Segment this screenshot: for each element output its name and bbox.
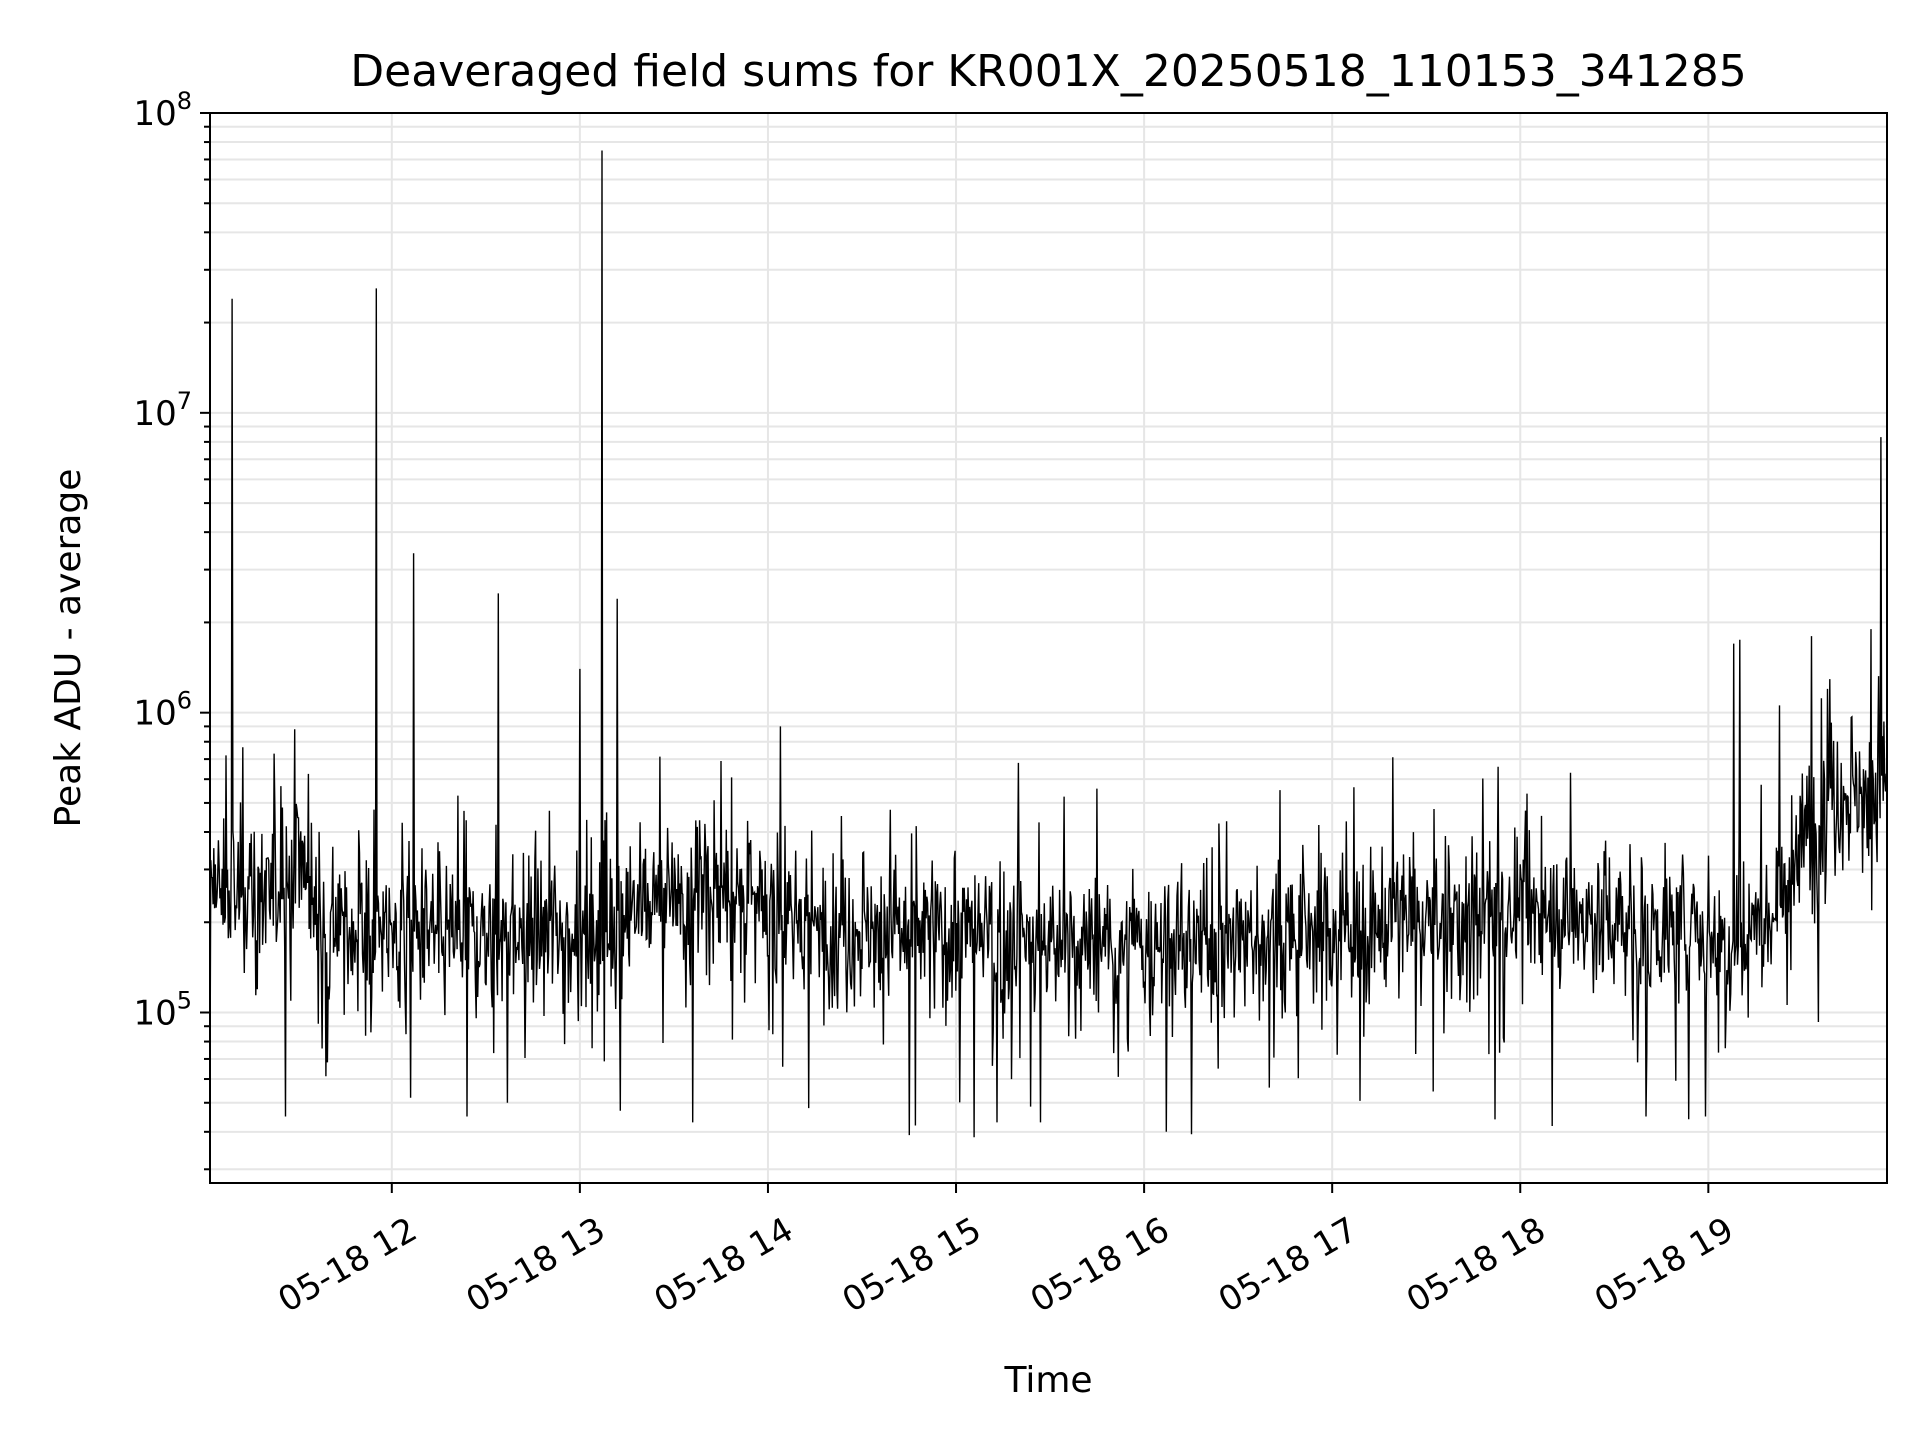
y-tick-base: 10 [133, 94, 176, 134]
x-tick-label: 05-18 12 [272, 1210, 424, 1321]
x-axis-label: Time [1003, 1360, 1092, 1401]
y-tick-exponent: 8 [177, 87, 192, 115]
y-axis-label: Peak ADU - average [48, 469, 89, 828]
y-tick-label: 107 [133, 387, 192, 434]
y-tick-base: 10 [133, 394, 176, 434]
y-tick-exponent: 6 [177, 687, 192, 715]
x-tick-label: 05-18 16 [1024, 1210, 1176, 1321]
plot-frame [209, 112, 1888, 1184]
series-line [209, 150, 1888, 1138]
x-tick-label: 05-18 13 [460, 1210, 612, 1321]
grid [210, 112, 1887, 1183]
y-tick-exponent: 5 [177, 987, 192, 1015]
y-tick-label: 108 [133, 87, 192, 134]
y-tick-label: 106 [133, 687, 192, 734]
y-tick-label: 105 [133, 987, 192, 1034]
y-tick-exponent: 7 [177, 387, 192, 415]
y-tick-base: 10 [133, 694, 176, 734]
ticks: 05-18 12 05-18 13 05-18 14 05-18 15 05-18 16… [133, 87, 1740, 1321]
x-tick-label: 05-18 15 [836, 1210, 988, 1321]
x-tick-label: 05-18 18 [1400, 1210, 1552, 1321]
x-tick-label: 05-18 19 [1588, 1210, 1740, 1321]
y-tick-base: 10 [133, 994, 176, 1034]
series-line-group [209, 150, 1888, 1138]
x-tick-label: 05-18 14 [648, 1210, 800, 1321]
x-tick-label: 05-18 17 [1212, 1210, 1364, 1321]
chart-title: Deaveraged field sums for KR001X_2025051… [350, 46, 1746, 97]
